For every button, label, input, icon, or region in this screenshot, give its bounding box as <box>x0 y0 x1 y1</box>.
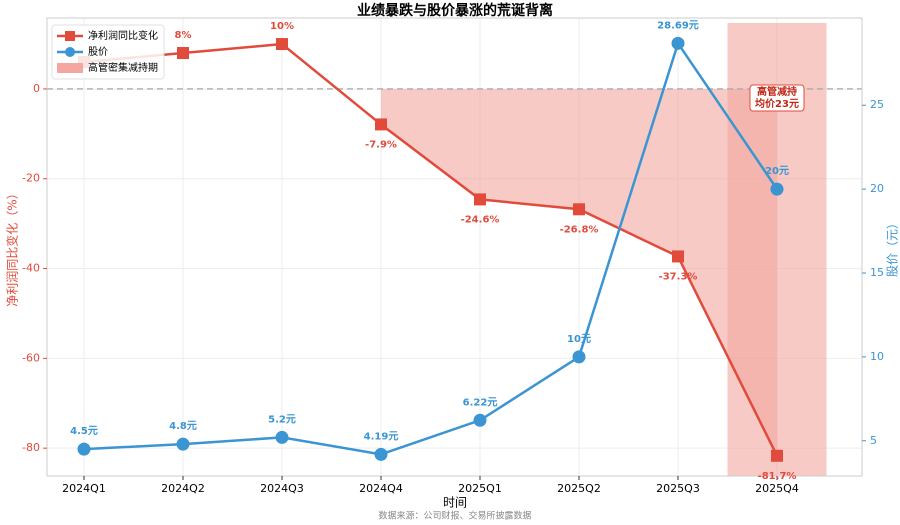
x-tick-label: 2024Q3 <box>260 482 304 495</box>
annotation: 均价23元 <box>755 97 799 110</box>
value-label: 4.19元 <box>364 430 399 442</box>
legend-marker <box>65 31 75 41</box>
reduction-area <box>381 88 777 456</box>
value-label: 4.8元 <box>169 420 197 432</box>
legend-patch <box>57 63 83 73</box>
x-tick-label: 2025Q1 <box>458 482 502 495</box>
value-label: 28.69元 <box>657 19 699 31</box>
value-label: -81.7% <box>758 471 797 482</box>
y2-tick-label: 15 <box>870 266 884 279</box>
chart-title: 业绩暴跌与股价暴涨的荒诞背离 <box>357 2 553 19</box>
legend-marker <box>65 47 75 57</box>
series-line <box>83 40 779 456</box>
point <box>771 449 783 462</box>
x-tick-label: 2024Q2 <box>161 482 205 495</box>
y2-tick-label: 25 <box>870 98 884 111</box>
value-label: 8% <box>175 30 192 41</box>
point <box>672 250 684 263</box>
value-label: 6.22元 <box>463 396 498 408</box>
x-tick-label: 2024Q1 <box>62 482 106 495</box>
point <box>474 193 486 206</box>
source-note: 数据来源：公司财报、交易所披露数据 <box>378 510 531 522</box>
y2-tick-label: 20 <box>870 182 884 195</box>
point <box>671 36 685 50</box>
y-tick-label: 0 <box>33 82 40 95</box>
point <box>77 442 91 456</box>
point <box>572 350 586 364</box>
value-label: -7.9% <box>365 139 397 150</box>
x-axis-label: 时间 <box>443 496 467 510</box>
y2-axis-label: 股价（元） <box>886 217 900 277</box>
value-label: 4.5元 <box>70 425 98 437</box>
legend-label: 高管密集减持期 <box>88 61 158 74</box>
y-tick-label: -40 <box>22 262 40 275</box>
point <box>573 203 585 216</box>
value-label: 5.2元 <box>268 413 296 425</box>
point <box>770 182 784 196</box>
legend-label: 股价 <box>88 46 108 58</box>
x-tick-label: 2025Q3 <box>656 482 700 495</box>
value-label: 10元 <box>567 333 591 345</box>
y-tick-label: -80 <box>22 441 40 454</box>
x-tick-label: 2025Q4 <box>755 482 799 495</box>
x-tick-label: 2024Q4 <box>359 482 403 495</box>
point <box>276 38 288 51</box>
value-label: -37.3% <box>659 271 698 282</box>
value-label: 10% <box>270 21 294 32</box>
y-axis-label: 净利润同比变化（%） <box>5 187 20 306</box>
annotation-box <box>749 84 805 112</box>
point <box>375 118 387 131</box>
annotation: 高管减持 <box>757 85 797 98</box>
legend-label: 净利润同比变化 <box>88 29 158 42</box>
y-tick-label: -60 <box>22 351 40 364</box>
y2-tick-label: 5 <box>870 434 877 447</box>
x-tick-label: 2025Q2 <box>557 482 601 495</box>
point <box>275 430 289 444</box>
value-label: 20元 <box>765 165 789 177</box>
plot-frame <box>46 17 863 477</box>
point <box>176 437 190 451</box>
y2-tick-label: 10 <box>870 350 884 363</box>
series-line <box>83 42 779 457</box>
value-label: -24.6% <box>461 214 500 225</box>
point <box>177 47 189 60</box>
value-label: -26.8% <box>560 224 599 235</box>
y-tick-label: -20 <box>22 172 40 185</box>
point <box>473 413 487 427</box>
point <box>374 447 388 461</box>
